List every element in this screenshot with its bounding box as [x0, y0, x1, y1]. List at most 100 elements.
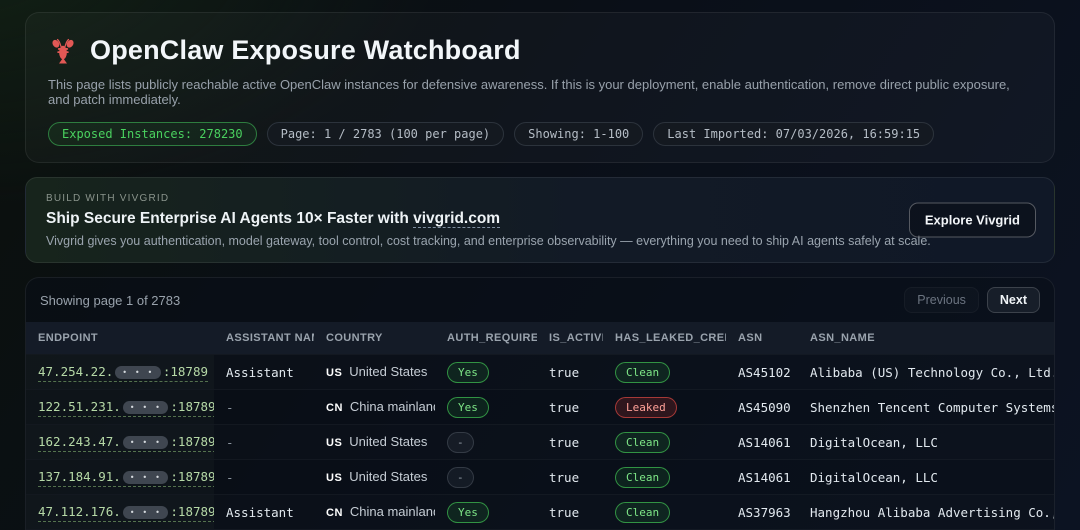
column-header: ENDPOINT: [38, 332, 99, 344]
auth-required-badge: Yes: [447, 396, 489, 418]
has-leaked-creds-cell: Clean: [603, 495, 726, 530]
is-active-cell: true: [549, 504, 580, 520]
has-leaked-creds-cell: Leaked: [603, 390, 726, 425]
is-active-cell: true: [549, 434, 580, 450]
leaked-creds-badge: Clean: [615, 466, 671, 488]
stat-pill-3: Last Imported: 07/03/2026, 16:59:15: [653, 122, 935, 146]
is-active-cell: true: [549, 469, 580, 485]
assistant-name-cell: -: [226, 434, 234, 450]
endpoint-link[interactable]: 47.254.22. • • •:18789: [38, 364, 209, 382]
endpoint-link[interactable]: 47.112.176. • • •:18789: [38, 504, 214, 522]
auth-required-cell: Yes: [435, 495, 537, 530]
auth-required-cell: Yes: [435, 390, 537, 425]
page-description: This page lists publicly reachable activ…: [48, 77, 1010, 107]
endpoint-link[interactable]: 122.51.231. • • •:18789: [38, 399, 214, 417]
asn-name-cell: Hangzhou Alibaba Advertising Co.,Ltd.: [810, 504, 1054, 520]
asn-cell: AS37963: [738, 504, 791, 520]
country-name: China mainland: [349, 399, 435, 414]
leaked-creds-badge: Clean: [615, 431, 671, 453]
has-leaked-creds-cell: Clean: [603, 460, 726, 495]
table-body: 47.254.22. • • •:18789 Assistant US United S…: [26, 354, 1054, 530]
auth-required-badge: Yes: [447, 501, 489, 523]
table-row: 47.112.176. • • •:18789 Assistant CN China m…: [26, 494, 1054, 530]
banner-title-text: Ship Secure Enterprise AI Agents 10× Fas…: [46, 210, 414, 227]
country-cell: US United States: [314, 425, 435, 460]
lobster-icon: [52, 38, 74, 63]
country-cell: CN China mainland: [314, 495, 435, 530]
endpoint-cell: 47.254.22. • • •:18789: [26, 355, 214, 390]
banner-title: Ship Secure Enterprise AI Agents 10× Fas…: [46, 210, 1034, 228]
asn-cell: AS14061: [738, 434, 791, 450]
asn-cell: AS45102: [738, 364, 791, 380]
instances-table: ENDPOINT ASSISTANT NAME COUNTRY AUTH_REQUIR…: [26, 322, 1054, 530]
masked-octet: • • •: [122, 470, 169, 484]
leaked-creds-badge: Clean: [615, 501, 671, 523]
auth-required-badge: -: [447, 431, 474, 453]
vivgrid-link[interactable]: vivgrid.com: [413, 210, 501, 228]
table-header: ENDPOINT ASSISTANT NAME COUNTRY AUTH_REQUIR…: [26, 322, 1054, 355]
has-leaked-creds-cell: Clean: [603, 425, 726, 460]
masked-octet: • • •: [122, 435, 169, 449]
endpoint-cell: 137.184.91. • • •:18789: [26, 460, 214, 495]
asn-name-cell: DigitalOcean, LLC: [810, 434, 938, 450]
masked-octet: • • •: [122, 400, 169, 414]
auth-required-badge: -: [447, 466, 474, 488]
table-row: 47.254.22. • • •:18789 Assistant US United S…: [26, 354, 1054, 390]
asn-name-cell: DigitalOcean, LLC: [810, 469, 938, 485]
leaked-creds-badge: Clean: [615, 361, 671, 383]
column-header: ASSISTANT NAME: [226, 332, 314, 344]
auth-required-cell: -: [435, 460, 537, 495]
country-flag: US: [326, 367, 343, 379]
table-row: 162.243.47. • • •:18789- US United States - t…: [26, 424, 1054, 460]
header-card: OpenClaw Exposure Watchboard This page l…: [25, 12, 1055, 163]
column-header: HAS_LEAKED_CREDS: [615, 332, 726, 344]
asn-name-cell: Shenzhen Tencent Computer Systems Compan…: [810, 399, 1054, 415]
banner-eyebrow: BUILD WITH VIVGRID: [46, 193, 170, 204]
masked-octet: • • •: [115, 365, 161, 379]
endpoint-link[interactable]: 137.184.91. • • •:18789: [38, 469, 214, 487]
masked-octet: • • •: [122, 505, 169, 519]
table-topbar: Showing page 1 of 2783 Previous Next: [26, 278, 1054, 322]
country-flag: CN: [326, 402, 343, 414]
page-title: OpenClaw Exposure Watchboard: [90, 35, 521, 65]
endpoint-link[interactable]: 162.243.47. • • •:18789: [38, 434, 214, 452]
country-cell: US United States: [314, 355, 435, 390]
country-name: United States: [349, 469, 428, 484]
leaked-creds-badge: Leaked: [615, 396, 677, 418]
country-flag: CN: [326, 507, 343, 519]
column-header: ASN_NAME: [810, 332, 875, 344]
asn-cell: AS45090: [738, 399, 791, 415]
pagination-controls: Previous Next: [904, 287, 1040, 313]
assistant-name-cell: Assistant: [226, 364, 294, 380]
next-page-button[interactable]: Next: [986, 287, 1040, 313]
assistant-name-cell: -: [226, 399, 234, 415]
table-header-row: ENDPOINT ASSISTANT NAME COUNTRY AUTH_REQUIR…: [26, 322, 1054, 355]
country-cell: CN China mainland: [314, 390, 435, 425]
endpoint-cell: 122.51.231. • • •:18789: [26, 390, 214, 425]
country-cell: US United States: [314, 460, 435, 495]
assistant-name-cell: -: [226, 469, 234, 485]
header-title-row: OpenClaw Exposure Watchboard: [48, 35, 1032, 66]
endpoint-cell: 162.243.47. • • •:18789: [26, 425, 214, 460]
previous-page-button[interactable]: Previous: [904, 287, 979, 313]
table-page-info: Showing page 1 of 2783: [40, 292, 181, 308]
banner-subtitle: Vivgrid gives you authentication, model …: [46, 234, 931, 248]
column-header: ASN: [738, 332, 763, 344]
assistant-name-cell: Assistant: [226, 504, 294, 520]
stat-pill-2: Showing: 1-100: [514, 122, 644, 146]
stats-row: Exposed Instances: 278230 Page: 1 / 2783 …: [48, 122, 1032, 146]
country-flag: US: [326, 437, 343, 449]
asn-cell: AS14061: [738, 469, 791, 485]
explore-vivgrid-button[interactable]: Explore Vivgrid: [908, 202, 1036, 238]
vivgrid-banner: BUILD WITH VIVGRID Ship Secure Enterpris…: [25, 177, 1055, 263]
has-leaked-creds-cell: Clean: [603, 355, 726, 390]
stat-pill-0: Exposed Instances: 278230: [48, 122, 257, 146]
country-name: United States: [349, 364, 428, 379]
endpoint-cell: 47.112.176. • • •:18789: [26, 495, 214, 530]
results-table-card: Showing page 1 of 2783 Previous Next END…: [25, 277, 1055, 530]
country-name: China mainland: [349, 504, 435, 519]
asn-name-cell: Alibaba (US) Technology Co., Ltd.: [810, 364, 1054, 380]
auth-required-badge: Yes: [447, 361, 489, 383]
country-flag: US: [326, 472, 343, 484]
